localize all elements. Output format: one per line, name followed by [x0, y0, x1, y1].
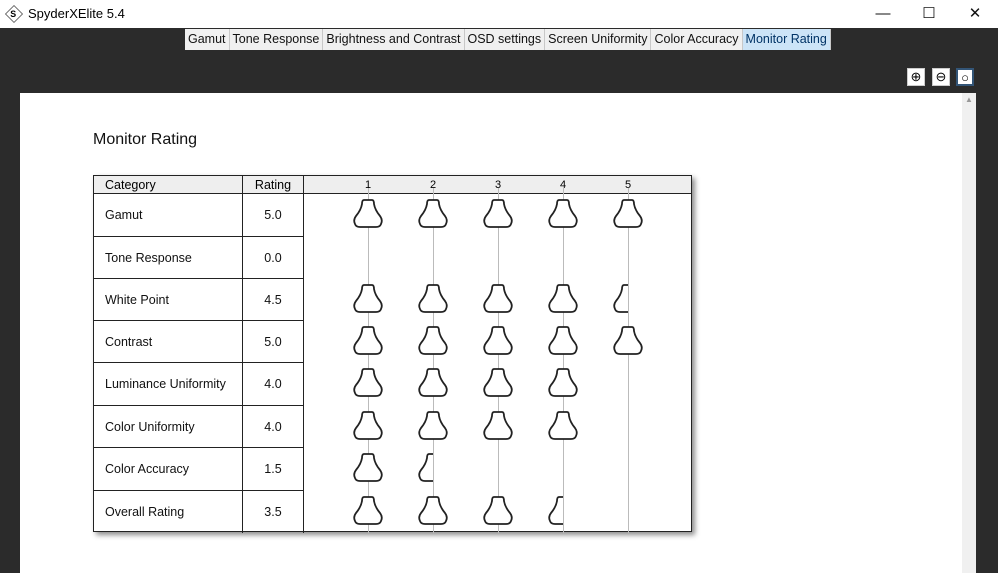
rating-cell: 4.0	[243, 406, 304, 448]
half-rating-icon	[613, 284, 628, 313]
category-cell: Contrast	[94, 321, 243, 363]
scale-tick-1: 1	[364, 179, 372, 191]
close-button[interactable]: ✕	[968, 5, 982, 22]
rating-cell: 5.0	[243, 194, 304, 237]
rating-icon	[353, 326, 383, 355]
rating-icon	[548, 368, 578, 397]
minimize-button[interactable]: —	[875, 5, 891, 22]
scale-line	[563, 188, 564, 533]
rating-cell: 0.0	[243, 237, 304, 279]
rating-icon	[548, 411, 578, 440]
scale-tick-2: 2	[429, 179, 437, 191]
header-category: Category	[94, 176, 243, 194]
tab-brightness-and-contrast[interactable]: Brightness and Contrast	[323, 29, 465, 50]
category-cell: Color Uniformity	[94, 406, 243, 448]
tab-color-accuracy[interactable]: Color Accuracy	[651, 29, 743, 50]
rating-icon	[353, 199, 383, 228]
category-cell: Overall Rating	[94, 491, 243, 533]
scale-line	[433, 188, 434, 533]
rating-cell: 3.5	[243, 491, 304, 533]
rating-icon	[483, 368, 513, 397]
rating-cell: 5.0	[243, 321, 304, 363]
rating-icon	[353, 284, 383, 313]
rating-icon	[418, 496, 448, 525]
scale-line	[368, 188, 369, 533]
rating-icon	[483, 199, 513, 228]
rating-icon	[353, 368, 383, 397]
zoom-fit-icon: ○	[961, 70, 969, 85]
half-rating-icon	[548, 496, 563, 525]
zoom-in-button[interactable]: ⊕	[907, 68, 925, 86]
zoom-out-button[interactable]: ⊖	[932, 68, 950, 86]
scale-tick-4: 4	[559, 179, 567, 191]
category-cell: Tone Response	[94, 237, 243, 279]
tab-osd-settings[interactable]: OSD settings	[464, 29, 546, 50]
category-cell: Luminance Uniformity	[94, 363, 243, 406]
header-scale: 1 2 3 4 5	[304, 176, 691, 194]
tab-tone-response[interactable]: Tone Response	[229, 29, 324, 50]
title-bar: S SpyderXElite 5.4 — ☐ ✕	[0, 0, 998, 28]
rating-icon	[483, 411, 513, 440]
tab-bar: Gamut Tone Response Brightness and Contras…	[185, 29, 831, 50]
vertical-scrollbar[interactable]: ▲	[962, 93, 976, 573]
tab-gamut[interactable]: Gamut	[185, 29, 230, 50]
rating-icon	[353, 453, 383, 482]
rating-icon	[418, 326, 448, 355]
category-cell: Gamut	[94, 194, 243, 237]
report-panel: Monitor Rating Category Rating 1 2 3 4 5 Gam…	[20, 93, 962, 573]
scale-line	[628, 188, 629, 533]
category-cell: Color Accuracy	[94, 448, 243, 491]
rating-icon	[483, 496, 513, 525]
tab-monitor-rating[interactable]: Monitor Rating	[742, 29, 831, 50]
rating-icon	[613, 326, 643, 355]
window-title: SpyderXElite 5.4	[28, 6, 125, 21]
tab-screen-uniformity[interactable]: Screen Uniformity	[545, 29, 652, 50]
scale-tick-3: 3	[494, 179, 502, 191]
zoom-fit-button[interactable]: ○	[956, 68, 974, 86]
rating-cell: 1.5	[243, 448, 304, 491]
header-rating: Rating	[243, 176, 304, 194]
maximize-button[interactable]: ☐	[922, 5, 936, 22]
rating-icon	[418, 411, 448, 440]
rating-icon	[483, 284, 513, 313]
rating-icon	[483, 326, 513, 355]
rating-icon	[353, 411, 383, 440]
half-rating-icon	[418, 453, 433, 482]
rating-icon	[613, 199, 643, 228]
rating-icon	[548, 326, 578, 355]
page-title: Monitor Rating	[93, 131, 198, 148]
rating-icon	[353, 496, 383, 525]
rating-icon	[418, 284, 448, 313]
scale-line	[498, 188, 499, 533]
rating-cell: 4.0	[243, 363, 304, 406]
rating-icon	[548, 199, 578, 228]
rating-icon	[418, 368, 448, 397]
zoom-out-icon: ⊖	[935, 69, 947, 84]
zoom-in-icon: ⊕	[910, 69, 922, 84]
rating-cell: 4.5	[243, 279, 304, 321]
scale-tick-5: 5	[624, 179, 632, 191]
scroll-up-icon[interactable]: ▲	[965, 95, 973, 104]
rating-icon	[418, 199, 448, 228]
category-cell: White Point	[94, 279, 243, 321]
app-logo-icon: S	[4, 4, 24, 24]
rating-icon	[548, 284, 578, 313]
